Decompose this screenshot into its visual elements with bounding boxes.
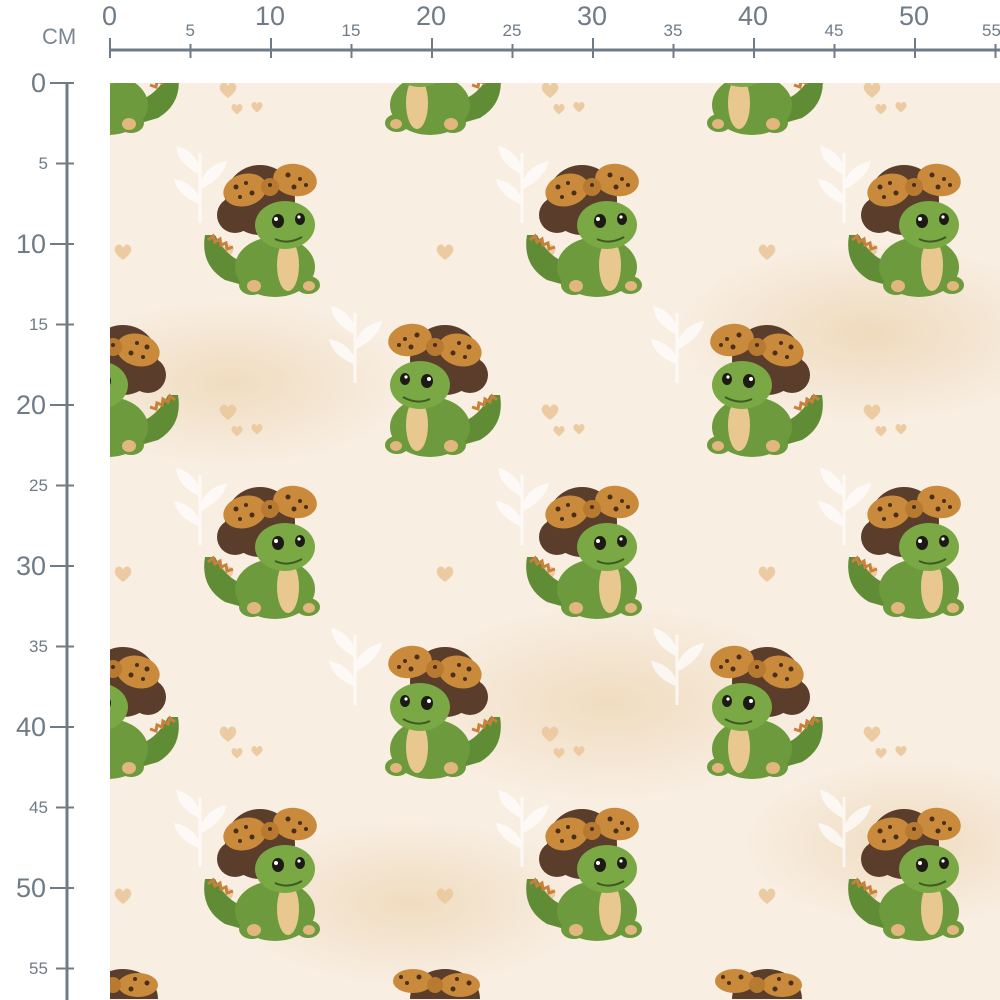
leaf-motif (329, 628, 382, 705)
dinosaur-motif (846, 480, 966, 621)
heart-motif (251, 102, 263, 113)
heart-motif (758, 566, 776, 582)
h-ruler-label: 10 (255, 1, 286, 31)
dinosaur-motif (202, 480, 322, 621)
v-ruler-label: 30 (16, 551, 47, 581)
h-ruler-label: 5 (185, 21, 195, 40)
heart-motif (541, 404, 559, 420)
dinosaur-motif (705, 640, 825, 781)
heart-motif (436, 244, 454, 260)
h-ruler-label: 25 (502, 21, 522, 40)
v-ruler-label: 20 (16, 390, 47, 420)
heart-motif (875, 426, 887, 437)
heart-motif (758, 244, 776, 260)
h-ruler-label: 45 (824, 21, 844, 40)
heart-motif (573, 424, 585, 435)
heart-motif (895, 424, 907, 435)
heart-motif (875, 748, 887, 759)
dinosaur-motif (524, 802, 644, 943)
heart-motif (219, 404, 237, 420)
h-ruler-label: 35 (663, 21, 683, 40)
dinosaur-motif (524, 158, 644, 299)
dinosaur-motif (202, 802, 322, 943)
heart-motif (863, 726, 881, 742)
heart-motif (758, 888, 776, 904)
heart-motif (231, 748, 243, 759)
horizontal-ruler (109, 38, 1000, 58)
heart-motif (573, 746, 585, 757)
v-ruler-label: 15 (29, 314, 48, 334)
dinosaur-motif (110, 640, 181, 781)
heart-motif (436, 888, 454, 904)
leaf-motif (651, 306, 704, 383)
dinosaur-motif (383, 83, 503, 137)
heart-motif (875, 104, 887, 115)
dinosaur-motif (110, 969, 158, 999)
heart-motif (553, 748, 565, 759)
heart-motif (553, 104, 565, 115)
heart-motif (114, 244, 132, 260)
heart-motif (251, 424, 263, 435)
v-ruler-label: 25 (29, 475, 48, 495)
dinosaur-motif (202, 158, 322, 299)
v-ruler-label: 50 (16, 873, 47, 903)
dinosaur-motif (846, 802, 966, 943)
heart-motif (231, 104, 243, 115)
v-ruler-label: 10 (16, 229, 47, 259)
unit-label: CM (42, 24, 77, 49)
heart-motif (541, 726, 559, 742)
v-ruler-label: 45 (29, 797, 48, 817)
h-ruler-label: 40 (738, 1, 769, 31)
h-ruler-label: 55 (982, 21, 1000, 40)
heart-motif (553, 426, 565, 437)
heart-motif (114, 566, 132, 582)
heart-motif (114, 888, 132, 904)
leaf-motif (651, 628, 704, 705)
heart-motif (436, 566, 454, 582)
heart-motif (219, 83, 237, 98)
v-ruler-label: 40 (16, 712, 47, 742)
h-ruler-label: 20 (416, 1, 447, 31)
dinosaur-motif (110, 318, 181, 459)
vertical-ruler (50, 82, 74, 1000)
heart-motif (895, 746, 907, 757)
h-ruler-label: 15 (341, 21, 361, 40)
dinosaur-motif (110, 83, 181, 137)
heart-motif (863, 83, 881, 98)
dinosaur-motif (383, 318, 503, 459)
dinosaur-motif (705, 318, 825, 459)
heart-motif (251, 746, 263, 757)
dinosaur-motif (524, 480, 644, 621)
v-ruler-label: 5 (38, 153, 48, 173)
v-ruler-label: 0 (31, 68, 47, 98)
heart-motif (219, 726, 237, 742)
dinosaur-motif (846, 158, 966, 299)
heart-motif (863, 404, 881, 420)
dinosaur-motif (383, 640, 503, 781)
h-ruler-label: 30 (577, 1, 608, 31)
heart-motif (231, 426, 243, 437)
v-ruler-label: 55 (29, 958, 48, 978)
dinosaur-motif (715, 969, 802, 999)
dinosaur-motif (705, 83, 825, 137)
heart-motif (541, 83, 559, 98)
heart-motif (895, 102, 907, 113)
v-ruler-label: 35 (29, 636, 48, 656)
h-ruler-label: 50 (899, 1, 930, 31)
heart-motif (573, 102, 585, 113)
h-ruler-label: 0 (102, 1, 118, 31)
dinosaur-motif (393, 969, 480, 999)
fabric-preview (110, 83, 1000, 1000)
leaf-motif (329, 306, 382, 383)
